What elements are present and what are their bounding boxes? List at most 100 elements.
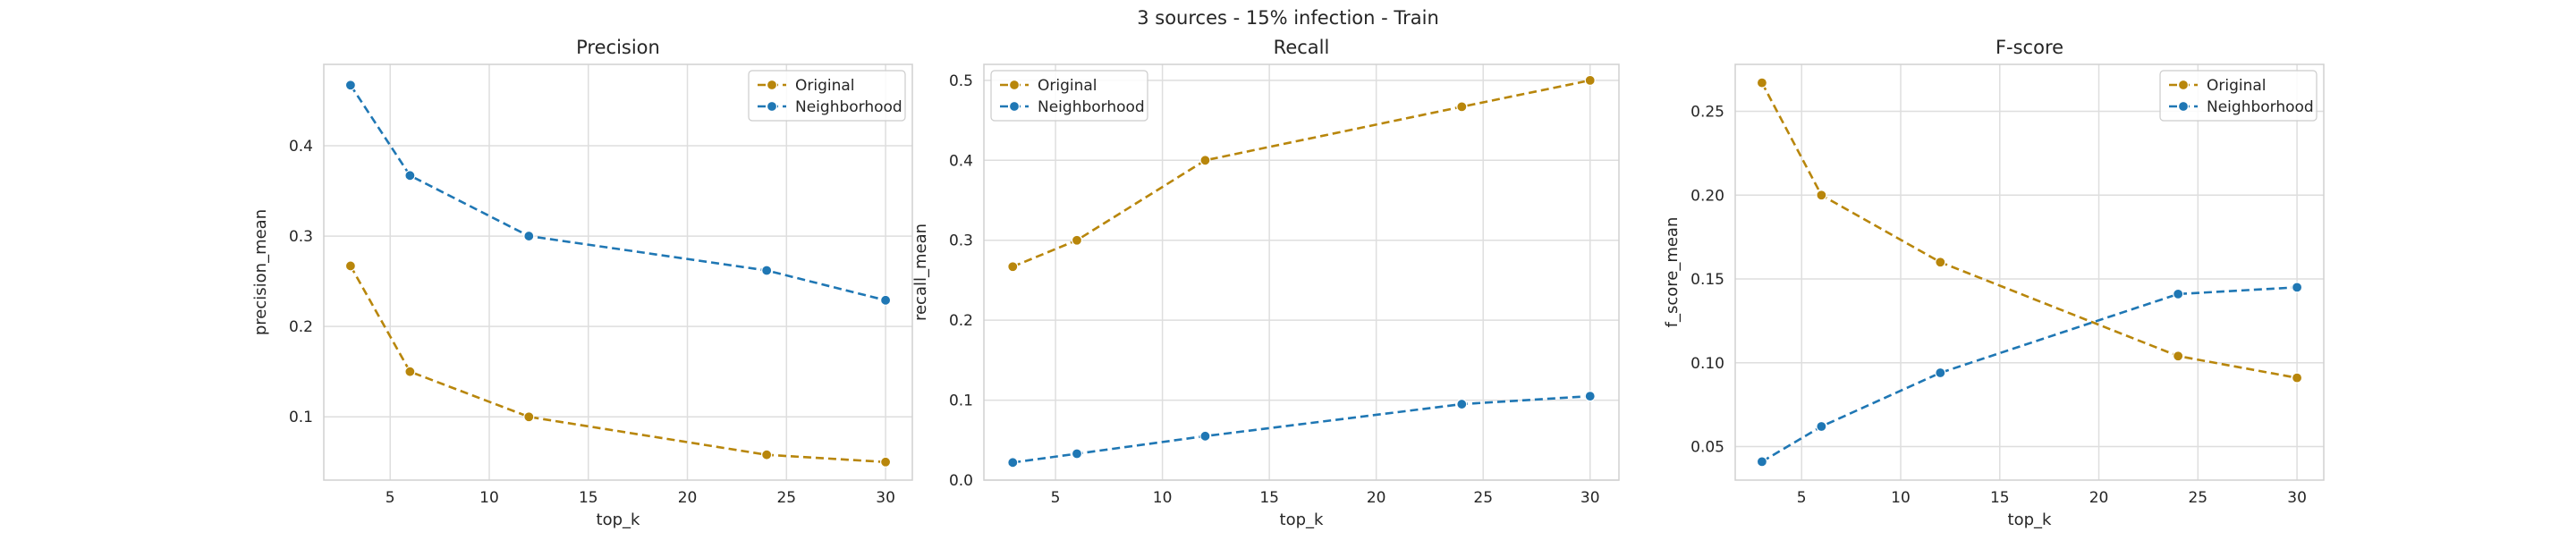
data-point-original bbox=[1007, 261, 1019, 273]
data-point-neighborhood bbox=[1584, 391, 1596, 402]
chart-panel-1: 5 10 15 20 25 30 0.1 0.2 0.3 0.4 Precision top_k pre… bbox=[251, 37, 913, 529]
legend-label-original: Original bbox=[1038, 77, 1097, 95]
x-tick-label: 20 bbox=[678, 489, 698, 507]
legend: Original Neighborhood bbox=[2159, 70, 2318, 122]
legend-label-original: Original bbox=[795, 77, 855, 95]
x-tick-label: 15 bbox=[579, 489, 598, 507]
y-tick-label: 0.20 bbox=[1690, 187, 1724, 205]
legend-label-original: Original bbox=[2207, 77, 2267, 95]
data-point-original bbox=[1935, 257, 1946, 268]
y-tick-label: 0.4 bbox=[949, 152, 973, 170]
x-tick-label: 10 bbox=[1891, 489, 1911, 507]
y-tick-label: 0.15 bbox=[1690, 271, 1724, 289]
x-tick-label: 10 bbox=[1153, 489, 1173, 507]
data-point-original bbox=[879, 456, 892, 468]
data-point-neighborhood bbox=[1756, 456, 1768, 468]
data-point-original bbox=[2291, 372, 2303, 384]
legend-label-neighborhood: Neighborhood bbox=[1038, 98, 1145, 116]
data-point-neighborhood bbox=[1456, 398, 1468, 410]
y-tick-label: 0.1 bbox=[949, 392, 973, 410]
x-tick-label: 5 bbox=[1051, 489, 1061, 507]
data-point-neighborhood bbox=[1935, 367, 1946, 379]
x-tick-label: 15 bbox=[1259, 489, 1279, 507]
y-axis-label: recall_mean bbox=[911, 224, 930, 321]
x-tick-label: 5 bbox=[1797, 489, 1807, 507]
chart-title: F-score bbox=[1996, 37, 2063, 58]
plot-frame bbox=[323, 63, 913, 481]
legend-marker-neighborhood bbox=[766, 100, 778, 113]
series-line-original bbox=[349, 265, 886, 464]
data-point-neighborhood bbox=[761, 265, 773, 276]
data-point-neighborhood bbox=[1199, 430, 1211, 442]
legend-marker-original bbox=[2177, 79, 2190, 91]
chart-panel-2: 5 10 15 20 25 30 0.0 0.1 0.2 0.3 0.4 0.5 Recall top_k… bbox=[911, 37, 1620, 529]
y-tick-label: 0.10 bbox=[1690, 355, 1724, 373]
y-tick-label: 0.3 bbox=[289, 228, 313, 246]
legend-label-neighborhood: Neighborhood bbox=[2207, 98, 2314, 116]
y-tick-label: 0.25 bbox=[1690, 104, 1724, 122]
x-tick-label: 30 bbox=[876, 489, 895, 507]
data-point-neighborhood bbox=[1007, 457, 1019, 468]
legend-box bbox=[2159, 70, 2318, 122]
data-point-original bbox=[761, 449, 773, 460]
y-tick-label: 0.2 bbox=[949, 312, 973, 330]
chart-title: Recall bbox=[1274, 37, 1330, 58]
x-axis-label: top_k bbox=[1280, 510, 1324, 529]
data-point-original bbox=[1816, 190, 1827, 201]
figure-suptitle: 3 sources - 15% infection - Train bbox=[1137, 7, 1439, 29]
data-point-original bbox=[1456, 101, 1468, 113]
data-point-neighborhood bbox=[2291, 282, 2303, 293]
legend-marker-neighborhood bbox=[1008, 100, 1021, 113]
legend: Original Neighborhood bbox=[990, 70, 1148, 122]
chart-title: Precision bbox=[576, 37, 660, 58]
y-tick-label: 0.05 bbox=[1690, 439, 1724, 457]
data-point-neighborhood bbox=[523, 230, 535, 242]
legend-marker-original bbox=[766, 79, 778, 91]
data-point-original bbox=[1756, 77, 1768, 89]
x-tick-label: 10 bbox=[479, 489, 499, 507]
y-tick-label: 0.4 bbox=[289, 138, 313, 156]
y-tick-label: 0.1 bbox=[289, 409, 313, 426]
legend-label-neighborhood: Neighborhood bbox=[795, 98, 902, 116]
y-tick-label: 0.0 bbox=[949, 472, 973, 490]
series-line-neighborhood bbox=[1761, 286, 2298, 463]
legend: Original Neighborhood bbox=[748, 70, 906, 122]
plot-area bbox=[984, 64, 1619, 480]
x-tick-label: 20 bbox=[2089, 489, 2109, 507]
data-point-original bbox=[1071, 234, 1083, 246]
x-tick-label: 25 bbox=[1473, 489, 1493, 507]
plot-area bbox=[324, 64, 912, 480]
data-point-neighborhood bbox=[1816, 420, 1827, 433]
legend-box bbox=[748, 70, 906, 122]
x-tick-label: 5 bbox=[386, 489, 395, 507]
legend-box bbox=[990, 70, 1148, 122]
y-axis-label: precision_mean bbox=[251, 209, 270, 335]
plot-frame bbox=[983, 63, 1620, 481]
data-point-original bbox=[344, 260, 357, 272]
data-point-neighborhood bbox=[344, 80, 357, 91]
x-tick-label: 20 bbox=[1367, 489, 1386, 507]
data-point-original bbox=[523, 411, 535, 423]
x-tick-label: 30 bbox=[2287, 489, 2307, 507]
data-point-original bbox=[2173, 350, 2184, 362]
x-tick-label: 30 bbox=[1580, 489, 1600, 507]
x-axis-label: top_k bbox=[597, 510, 640, 529]
data-point-original bbox=[1584, 74, 1596, 86]
y-tick-label: 0.3 bbox=[949, 232, 973, 250]
data-point-original bbox=[1199, 155, 1211, 166]
data-point-original bbox=[404, 366, 416, 377]
data-point-neighborhood bbox=[879, 294, 892, 306]
x-tick-label: 25 bbox=[2188, 489, 2207, 507]
plot-area bbox=[1735, 64, 2324, 480]
legend-marker-original bbox=[1008, 79, 1021, 91]
y-tick-label: 0.2 bbox=[289, 318, 313, 336]
legend-marker-neighborhood bbox=[2177, 100, 2190, 113]
x-axis-label: top_k bbox=[2008, 510, 2052, 529]
x-tick-label: 25 bbox=[776, 489, 796, 507]
data-point-neighborhood bbox=[2173, 288, 2184, 300]
plot-frame bbox=[1734, 63, 2325, 481]
data-point-neighborhood bbox=[1071, 448, 1083, 460]
chart-panel-3: 5 10 15 20 25 30 0.05 0.10 0.15 0.20 0.25 F-score to… bbox=[1663, 37, 2325, 529]
